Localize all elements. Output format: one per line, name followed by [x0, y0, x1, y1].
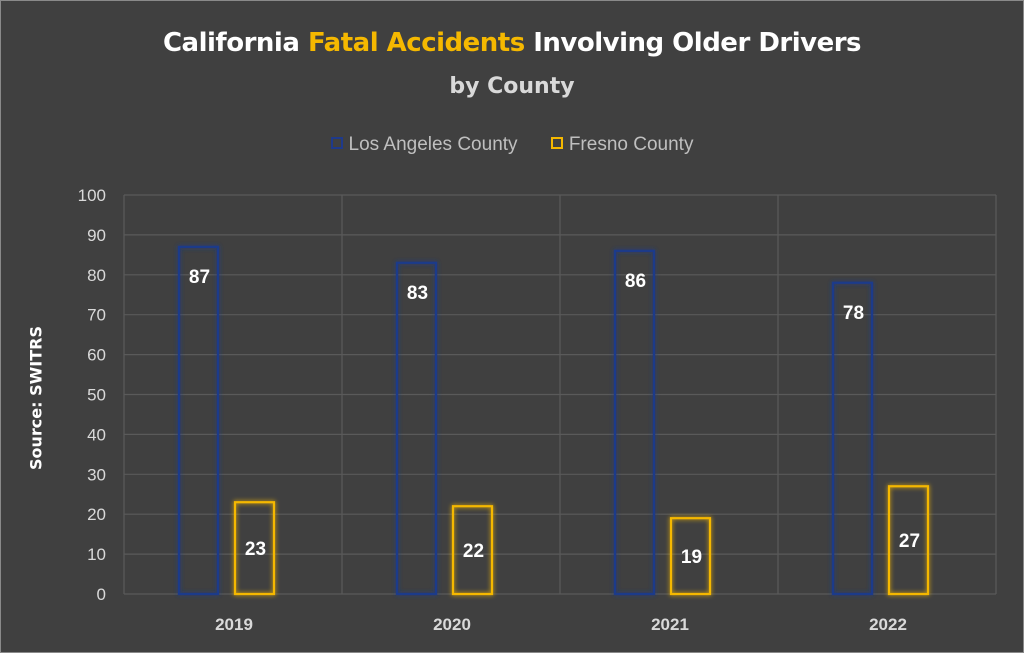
chart-subtitle: by County	[449, 74, 575, 99]
bar-fresno-2022	[887, 485, 930, 596]
x-tick-label-2022: 2022	[869, 615, 907, 634]
bar-los-angeles-2021	[613, 249, 656, 596]
bar-los-angeles-2022	[831, 281, 874, 596]
data-label-los-angeles-2020: 83	[407, 283, 428, 304]
legend-swatch-los-angeles	[330, 136, 343, 149]
data-label-fresno-2022: 27	[899, 531, 920, 552]
y-tick-label: 20	[87, 505, 106, 524]
y-tick-label: 80	[87, 266, 106, 285]
legend-swatch-fresno	[550, 136, 563, 149]
bar-los-angeles-2019	[177, 245, 220, 596]
chart-title: California Fatal Accidents Involving Old…	[0, 28, 1024, 58]
title-suffix: Involving Older Drivers	[524, 28, 862, 58]
data-label-fresno-2021: 19	[681, 547, 702, 568]
y-tick-label: 40	[87, 425, 106, 444]
y-tick-label: 0	[97, 585, 106, 604]
bar-los-angeles-2020	[395, 261, 438, 596]
legend-label-los-angeles: Los Angeles County	[348, 134, 518, 155]
data-label-los-angeles-2021: 86	[625, 271, 646, 292]
bar-fresno-2021	[669, 517, 712, 596]
y-tick-label: 30	[87, 465, 106, 484]
bar-fresno-2019	[233, 501, 276, 596]
bar-fresno-2020	[451, 505, 494, 596]
y-tick-label: 60	[87, 346, 106, 365]
data-label-fresno-2019: 23	[245, 539, 266, 560]
x-tick-label-2020: 2020	[433, 615, 471, 634]
x-tick-label-2021: 2021	[651, 615, 689, 634]
legend-label-fresno: Fresno County	[568, 134, 694, 155]
y-tick-label: 90	[87, 226, 106, 245]
y-tick-label: 100	[78, 186, 106, 205]
y-tick-label: 10	[87, 545, 106, 564]
y-tick-label: 70	[87, 306, 106, 325]
legend-item-fresno: Fresno County	[550, 134, 694, 156]
data-label-fresno-2020: 22	[463, 541, 484, 562]
data-label-los-angeles-2022: 78	[843, 303, 864, 324]
legend-item-los-angeles: Los Angeles County	[330, 134, 518, 156]
title-prefix: California	[162, 28, 308, 58]
title-highlight: Fatal Accidents	[307, 28, 525, 58]
legend: Los Angeles County Fresno County	[0, 134, 1024, 156]
x-tick-label-2019: 2019	[215, 615, 253, 634]
data-label-los-angeles-2019: 87	[189, 267, 210, 288]
y-tick-label: 50	[87, 386, 106, 405]
